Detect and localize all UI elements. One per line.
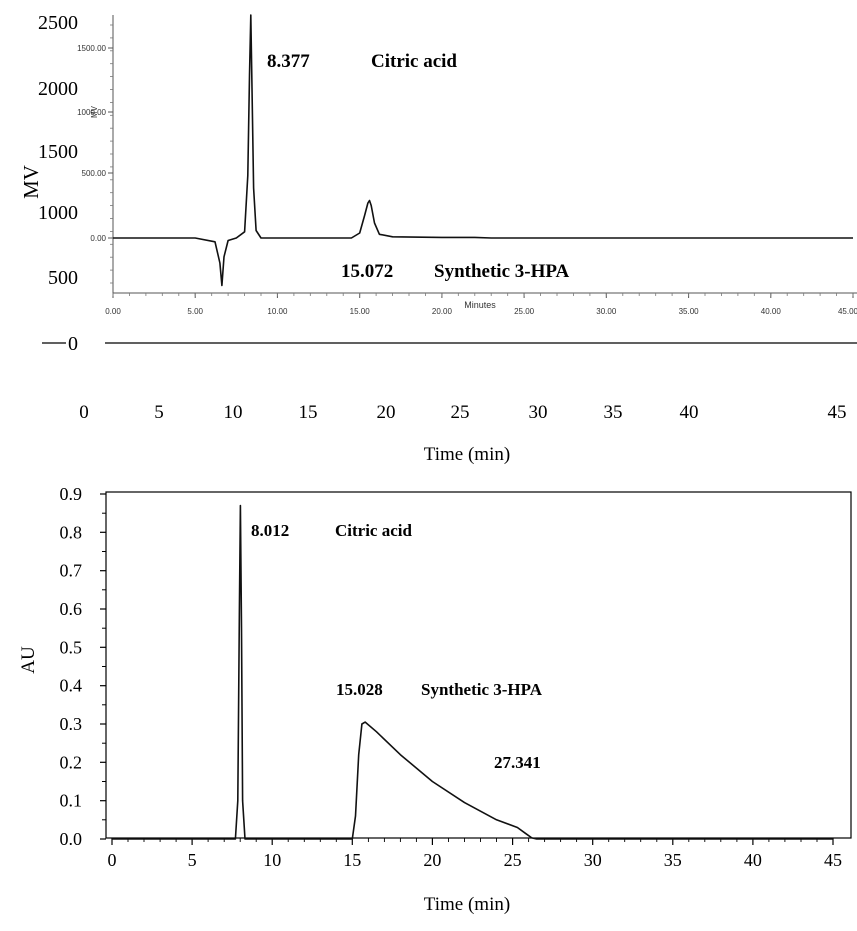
- top-annotation-3hpa: 15.072 Synthetic 3-HPA: [341, 261, 570, 282]
- bottom-x-tick-label: 0: [108, 850, 117, 870]
- bottom-x-tick-label: 5: [188, 850, 197, 870]
- bottom-annotation-citric-rt: 8.012: [251, 521, 289, 540]
- top-annotation-citric-name: Citric acid: [371, 51, 457, 72]
- bottom-x-tick-label: 45: [824, 850, 842, 870]
- inset-ylabel: MV: [90, 105, 99, 118]
- bottom-x-tick-label: 25: [504, 850, 522, 870]
- top-outer-y-tick-label: 500: [48, 267, 78, 289]
- top-xlabel: Time (min): [424, 444, 510, 465]
- bottom-x-ticks: 0 5 10 15 20 25 30 35 40 45: [108, 838, 842, 870]
- top-outer-x-tick-label: 5: [154, 402, 164, 423]
- inset-y-tick-label: 1500.00: [77, 44, 106, 53]
- top-outer-x-tick-labels: 0 5 10 15 20 25 30 35 40 45: [79, 402, 846, 423]
- inset-y-tick-label: 1000.00: [77, 108, 106, 117]
- top-inset-axes: MV Minutes 0.00 500.00 1000.00 1500.00 0.00…: [77, 15, 857, 316]
- bottom-annotation-3hpa-name: Synthetic 3-HPA: [421, 680, 543, 699]
- inset-x-tick-label: 25.00: [514, 307, 535, 316]
- top-outer-x-tick-label: 40: [680, 402, 699, 423]
- top-trace-line: [113, 14, 853, 287]
- bottom-annotation-3hpa: 15.028 Synthetic 3-HPA: [336, 680, 543, 699]
- bottom-x-tick-label: 20: [423, 850, 441, 870]
- bottom-annotation-3hpa-rt: 15.028: [336, 680, 383, 699]
- bottom-y-tick-label: 0.0: [60, 829, 83, 849]
- bottom-chromatogram-panel: AU 0.0 0.1 0.2 0.3 0.4 0.5 0.6 0.7 0.8 0.9 0 5 10 15…: [18, 484, 852, 915]
- top-annotation-citric-rt: 8.377: [267, 51, 310, 72]
- inset-x-tick-label: 10.00: [267, 307, 288, 316]
- top-outer-x-tick-label: 45: [828, 402, 847, 423]
- top-annotation-3hpa-name: Synthetic 3-HPA: [434, 261, 570, 282]
- inset-y-ticks: 0.00 500.00 1000.00 1500.00: [77, 24, 113, 284]
- inset-x-ticks: 0.00 5.00 10.00 15.00 20.00 25.00 30.00 35.00 40…: [105, 293, 857, 316]
- inset-x-tick-label: 15.00: [350, 307, 371, 316]
- top-outer-x-tick-label: 10: [224, 402, 243, 423]
- top-outer-y-tick-label: 2000: [38, 78, 78, 100]
- inset-y-tick-label: 0.00: [90, 234, 106, 243]
- top-outer-y-tick-labels: 0 500 1000 1500 2000 2500: [38, 12, 78, 355]
- bottom-x-tick-label: 15: [343, 850, 361, 870]
- bottom-y-tick-label: 0.2: [60, 752, 83, 772]
- top-outer-x-tick-label: 25: [451, 402, 470, 423]
- bottom-y-ticks: 0.0 0.1 0.2 0.3 0.4 0.5 0.6 0.7 0.8 0.9: [60, 484, 106, 849]
- top-ylabel: MV: [19, 165, 43, 199]
- bottom-annotation-citric-name: Citric acid: [335, 521, 412, 540]
- inset-y-tick-label: 500.00: [82, 169, 107, 178]
- bottom-y-tick-label: 0.1: [60, 791, 83, 811]
- bottom-y-tick-label: 0.5: [60, 637, 83, 657]
- top-chromatogram-panel: MV 0 500 1000 1500 2000 2500 MV Minutes 0.00 5…: [19, 12, 857, 465]
- inset-x-tick-label: 5.00: [187, 307, 203, 316]
- top-outer-y-tick-label: 0: [68, 333, 78, 355]
- inset-x-tick-label: 30.00: [596, 307, 617, 316]
- top-outer-y-tick-label: 2500: [38, 12, 78, 34]
- top-outer-x-tick-label: 20: [377, 402, 396, 423]
- bottom-xlabel: Time (min): [424, 894, 510, 915]
- bottom-x-tick-label: 10: [263, 850, 281, 870]
- top-outer-x-tick-label: 30: [529, 402, 548, 423]
- bottom-y-tick-label: 0.8: [60, 522, 83, 542]
- bottom-y-tick-label: 0.3: [60, 714, 83, 734]
- bottom-annotation-27341: 27.341: [494, 753, 541, 772]
- bottom-annotation-citric: 8.012 Citric acid: [251, 521, 412, 540]
- top-annotation-3hpa-rt: 15.072: [341, 261, 393, 282]
- inset-x-tick-label: 20.00: [432, 307, 453, 316]
- bottom-y-tick-label: 0.7: [60, 561, 83, 581]
- inset-x-tick-label: 0.00: [105, 307, 121, 316]
- bottom-ylabel: AU: [18, 646, 39, 674]
- inset-x-tick-label: 40.00: [761, 307, 782, 316]
- bottom-y-tick-label: 0.6: [60, 599, 83, 619]
- inset-x-tick-label: 45.00: [838, 307, 857, 316]
- bottom-x-tick-label: 40: [744, 850, 762, 870]
- bottom-plot-frame: [105, 491, 852, 839]
- top-outer-y-tick-label: 1500: [38, 141, 78, 163]
- top-outer-x-tick-label: 35: [604, 402, 623, 423]
- bottom-y-tick-label: 0.9: [60, 484, 83, 504]
- top-annotation-citric: 8.377 Citric acid: [267, 51, 457, 72]
- inset-x-tick-label: 35.00: [679, 307, 700, 316]
- bottom-x-tick-label: 30: [584, 850, 602, 870]
- top-outer-x-tick-label: 0: [79, 402, 89, 423]
- bottom-y-tick-label: 0.4: [60, 676, 83, 696]
- top-outer-y-tick-label: 1000: [38, 202, 78, 224]
- bottom-x-tick-label: 35: [664, 850, 682, 870]
- bottom-trace-line: [112, 504, 833, 840]
- inset-xlabel: Minutes: [464, 300, 496, 310]
- top-outer-x-tick-label: 15: [299, 402, 318, 423]
